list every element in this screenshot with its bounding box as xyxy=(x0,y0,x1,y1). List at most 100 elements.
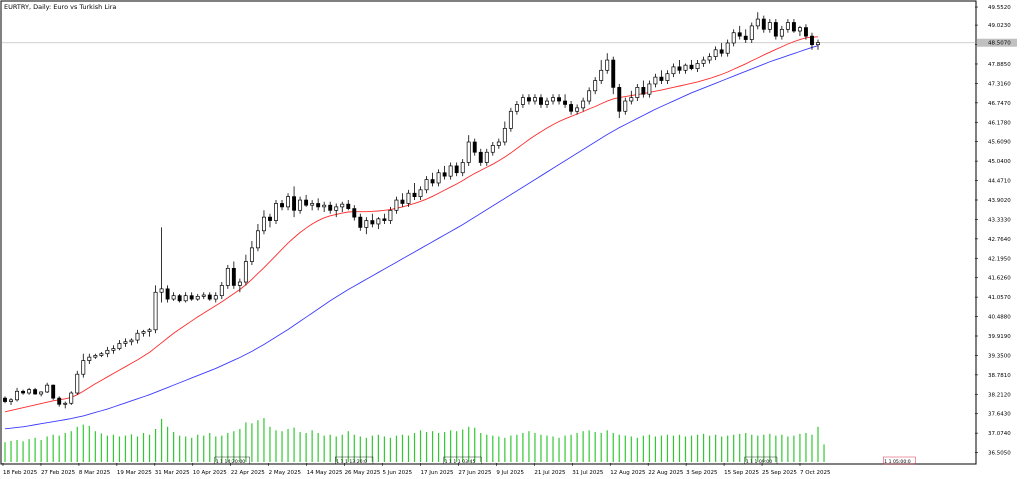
y-tick-label: 37.0740 xyxy=(988,431,1011,437)
candle xyxy=(304,194,309,207)
bearish-candle-body xyxy=(346,203,351,209)
candle xyxy=(165,285,170,303)
bullish-candle-body xyxy=(683,64,688,71)
candle xyxy=(3,396,7,404)
bullish-candle-body xyxy=(117,343,122,349)
x-tick-label: 19 Mar 2025 xyxy=(117,470,152,476)
bearish-candle-body xyxy=(268,216,272,221)
volume-bar xyxy=(215,436,217,462)
bullish-candle-body xyxy=(340,203,345,208)
candle xyxy=(135,329,140,344)
volume-bar xyxy=(721,436,723,462)
volume-bar xyxy=(516,434,518,462)
bearish-candle-body xyxy=(539,97,543,105)
candle xyxy=(767,19,772,33)
candle xyxy=(298,196,303,214)
volume-bar xyxy=(197,434,199,462)
bullish-candle-body xyxy=(749,25,754,40)
volume-bar xyxy=(305,432,307,462)
bullish-candle-body xyxy=(797,27,802,32)
volume-bar xyxy=(438,432,440,462)
volume-bar xyxy=(474,427,476,462)
candle xyxy=(575,104,580,115)
volume-bar xyxy=(154,429,157,462)
candle xyxy=(292,186,297,218)
candle xyxy=(243,254,248,286)
bearish-candle-body xyxy=(165,288,170,300)
bearish-candle-body xyxy=(773,22,778,37)
candle xyxy=(141,329,146,337)
y-tick-label: 41.0570 xyxy=(988,295,1011,301)
bullish-candle-body xyxy=(713,49,718,57)
candle xyxy=(749,22,754,43)
volume-bar xyxy=(269,426,271,462)
y-tick-label: 43.3330 xyxy=(988,217,1011,223)
x-tick-label: 12 Aug 2025 xyxy=(610,470,646,476)
candle xyxy=(508,107,513,132)
volume-bar xyxy=(401,434,404,462)
candle xyxy=(442,165,447,180)
candle xyxy=(653,73,658,88)
bullish-candle-body xyxy=(551,97,555,102)
volume-bar xyxy=(468,426,470,462)
volume-bar xyxy=(492,435,494,462)
volume-bar xyxy=(702,433,705,462)
x-tick-label: 22 Apr 2025 xyxy=(231,470,266,476)
y-tick-label: 38.7810 xyxy=(988,373,1011,379)
volume-bar xyxy=(823,444,825,462)
candle xyxy=(472,138,477,156)
candle xyxy=(27,387,32,395)
volume-bar xyxy=(281,431,283,462)
volume-bar xyxy=(275,430,277,462)
y-tick-label: 47.3160 xyxy=(988,81,1011,87)
bearish-candle-body xyxy=(719,49,724,54)
candle xyxy=(268,213,272,228)
volume-bar xyxy=(395,435,398,462)
candle xyxy=(496,138,501,149)
bullish-candle-body xyxy=(635,87,640,98)
bullish-candle-body xyxy=(593,80,598,92)
volume-bar xyxy=(353,434,355,462)
bearish-candle-body xyxy=(33,389,38,395)
bar-time-label-text: 1 1 1 1 03:45 xyxy=(445,459,476,465)
volume-bar xyxy=(558,437,560,462)
candle xyxy=(388,206,393,224)
candle xyxy=(358,213,363,231)
bullish-candle-body xyxy=(243,261,248,283)
volume-bar xyxy=(383,436,385,462)
candle xyxy=(424,176,429,194)
bearish-candle-body xyxy=(51,384,56,399)
bullish-candle-body xyxy=(310,203,315,206)
candle xyxy=(93,353,98,359)
candle xyxy=(514,101,519,115)
candle xyxy=(159,227,164,303)
bearish-candle-body xyxy=(21,390,26,394)
volume-bar xyxy=(40,440,42,462)
x-tick-label: 25 Sep 2025 xyxy=(762,470,797,476)
candle xyxy=(255,223,260,252)
bullish-candle-body xyxy=(249,247,254,262)
candle xyxy=(63,401,68,409)
x-tick-label: 21 Jul 2025 xyxy=(534,470,566,476)
volume-bar xyxy=(642,435,644,462)
volume-bar xyxy=(142,432,145,462)
candle xyxy=(478,148,483,166)
volume-bar xyxy=(263,418,265,462)
volume-bar xyxy=(763,434,765,462)
candle xyxy=(454,162,459,177)
x-tick-label: 7 Oct 2025 xyxy=(800,470,831,476)
bullish-candle-body xyxy=(755,18,760,27)
volume-bar xyxy=(588,430,590,462)
candle xyxy=(111,345,116,354)
candle xyxy=(81,353,86,378)
y-tick-label: 49.5520 xyxy=(988,5,1011,11)
volume-bars xyxy=(4,418,825,462)
candle xyxy=(551,94,555,105)
bullish-candle-body xyxy=(225,268,230,286)
volume-bar xyxy=(654,436,656,462)
x-tick-label: 18 Feb 2025 xyxy=(3,470,38,476)
time-axis: 18 Feb 2025 27 Feb 2025 8 Mar 2025 19 Mar 2… xyxy=(2,463,831,476)
candle xyxy=(659,70,664,84)
volume-bar xyxy=(600,432,602,462)
